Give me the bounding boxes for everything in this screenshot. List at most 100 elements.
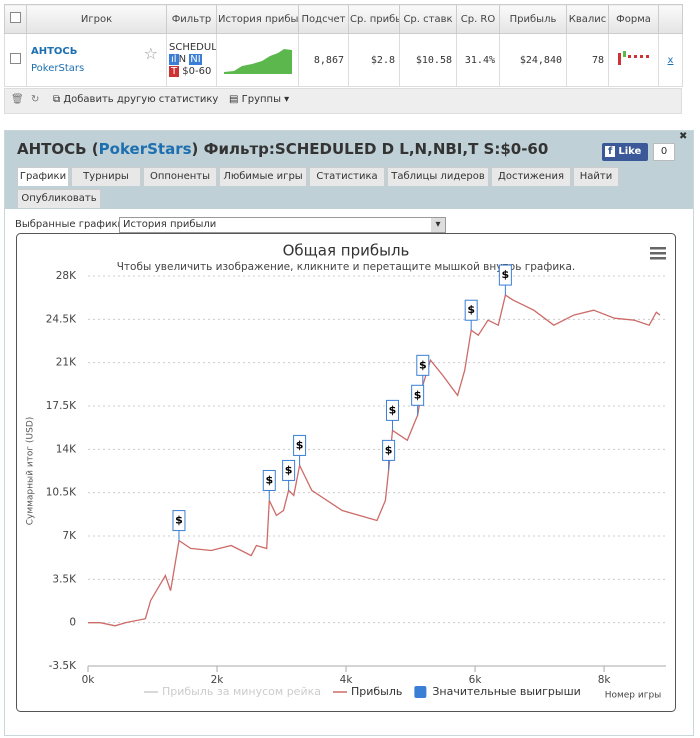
profit-line [88,294,661,627]
col-header[interactable]: Форма [608,4,659,34]
tab[interactable]: Достижения [491,167,571,186]
col-header[interactable]: Ср. RO [456,4,500,34]
col-header[interactable]: Ср. ставк [399,4,457,34]
significant-win[interactable]: $ [282,459,296,491]
filter-tag: N [178,54,187,65]
significant-win[interactable]: $ [464,299,478,331]
tab[interactable]: Графики [17,167,69,186]
flag [416,354,430,376]
x-tick-label: 2k [211,674,225,686]
x-tick-label: 4k [340,674,354,686]
y-tick-label: 10.5K [46,487,77,499]
legend-item[interactable]: Прибыль [332,685,402,698]
y-tick-label: 0 [69,617,76,629]
significant-win[interactable]: $ [416,354,430,386]
title-site[interactable]: PokerStars [98,140,192,158]
flag-label: $ [502,268,510,281]
panel-title: АНТОСЬ (PokerStars) Фильтр:SCHEDULED D L… [17,140,548,158]
favorite-star[interactable]: ☆ [143,44,158,63]
chart-selector[interactable]: История прибыли ▾ [119,217,446,233]
col-header[interactable]: Прибыль [499,4,567,34]
filter-tag: NI [189,54,202,65]
legend-swatch [414,686,427,698]
significant-win[interactable]: $ [498,264,512,296]
y-tick-label: 3.5K [52,573,77,585]
filter-text: SCHEDUL [169,42,217,53]
y-tick-label: 21K [56,357,77,369]
selector-value: История прибыли [123,219,217,230]
significant-win[interactable]: $ [382,439,396,471]
flag-label: $ [296,438,304,451]
add-stat-label: Добавить другую статистику [63,94,219,105]
remove-link[interactable]: x [658,33,683,87]
filter-cell: SCHEDUL ıl N NI T $0-60 [166,33,217,87]
refresh-icon[interactable]: ↻ [31,94,40,105]
flag [382,439,396,461]
tab[interactable]: Любимые игры [219,167,307,186]
groups-label: Группы [241,94,281,105]
y-tick-label: 7K [62,530,77,542]
significant-win[interactable]: $ [385,399,399,431]
y-tick-label: 28K [56,270,77,282]
cell: $24,840 [499,33,567,87]
chart-subtitle: Чтобы увеличить изображение, кликните и … [117,261,576,273]
flag [498,264,512,286]
cell: 78 [566,33,609,87]
flag [385,399,399,421]
menu-icon[interactable] [650,247,666,260]
row-check[interactable] [4,33,27,87]
flag-label: $ [419,358,427,371]
toolbar: 🗑 ↻ ⧉ Добавить другую статистику ▤ Групп… [4,88,682,114]
select-all[interactable] [4,4,27,34]
dropdown-arrow: ▾ [431,218,445,232]
cell: 8,867 [298,33,349,87]
flag [262,469,276,491]
significant-win[interactable]: $ [293,434,307,466]
player-row: АНТОСЬ PokerStars ☆ SCHEDUL ıl N NI T $0-… [4,33,683,87]
x-tick-label: 6k [469,674,483,686]
tab[interactable]: Опубликовать [17,189,101,208]
chart-title: Общая прибыль [283,242,410,260]
flag-label: $ [285,463,293,476]
trash-icon[interactable]: 🗑 [11,94,24,105]
col-header[interactable]: Игрок [26,4,167,34]
significant-win[interactable]: $ [172,510,186,541]
significant-win[interactable]: $ [262,469,276,501]
x-axis-title: Номер игры [605,691,662,701]
sparkline [224,48,292,74]
sparkline-cell [216,33,299,87]
player-site[interactable]: PokerStars [31,63,85,74]
y-tick-label: 17.5K [46,400,77,412]
player-cell: АНТОСЬ PokerStars ☆ [26,33,167,87]
tab[interactable]: Статистика [309,167,385,186]
col-header[interactable]: Подсчет [298,4,349,34]
legend-item[interactable]: Прибыль за минусом рейка [144,685,321,698]
title-player: АНТОСЬ ( [17,140,99,158]
tab[interactable]: Турниры [71,167,141,186]
flag [411,384,425,406]
legend-label: Значительные выигрыши [432,685,580,698]
col-header[interactable]: Фильтр [166,4,217,34]
col-header[interactable]: История прибы [216,4,299,34]
player-name[interactable]: АНТОСЬ [31,46,78,57]
tab[interactable]: Таблицы лидеров [387,167,489,186]
like-button[interactable]: f Like [602,143,648,161]
tab[interactable]: Оппоненты [143,167,217,186]
filter-stake: T $0-60 [169,66,212,77]
groups-menu[interactable]: ▤ Группы ▾ [229,94,290,105]
legend-item[interactable]: Значительные выигрыши [414,685,581,698]
close-button[interactable]: ✖ [679,131,688,142]
significant-win[interactable]: $ [411,384,425,416]
x-tick-label: 8k [598,674,612,686]
col-header[interactable]: Квалис [566,4,609,34]
cell: $2.8 [348,33,400,87]
like-count: 0 [653,143,675,161]
y-tick-label: 24.5K [46,313,77,325]
like-label: Like [618,146,642,157]
col-header[interactable]: Ср. прибы [348,4,400,34]
tab[interactable]: Найти [573,167,619,186]
add-stat[interactable]: ⧉ Добавить другую статистику [53,94,219,105]
header-row: Игрок Фильтр История прибы Подсчет Ср. п… [4,4,683,34]
stats-table: Игрок Фильтр История прибы Подсчет Ср. п… [4,4,683,87]
